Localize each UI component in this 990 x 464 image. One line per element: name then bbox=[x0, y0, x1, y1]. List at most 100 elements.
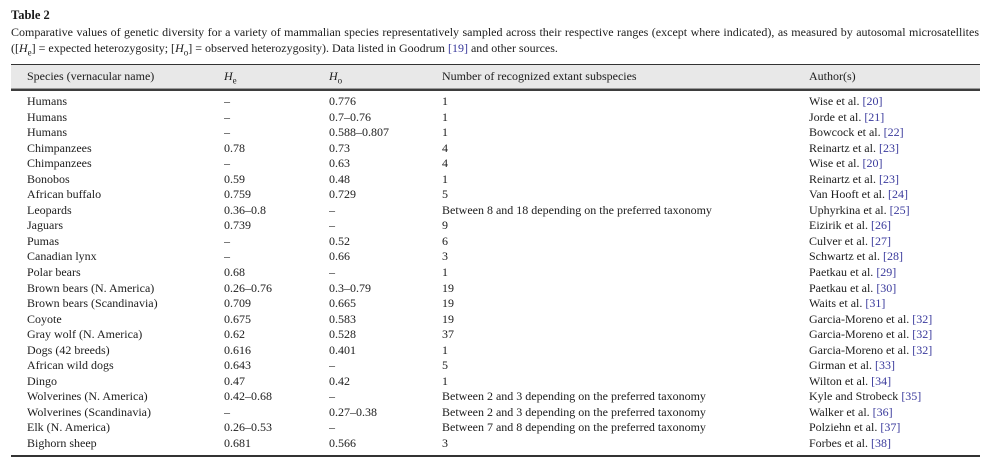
table-row: Pumas – 0.52 6 Culver et al. [27] bbox=[11, 234, 980, 250]
citation-link[interactable]: [37] bbox=[880, 420, 901, 435]
author-cell: Kyle and Strobeck [35] bbox=[809, 389, 980, 405]
citation-link[interactable]: [25] bbox=[889, 202, 910, 217]
he-cell: 0.26–0.76 bbox=[224, 280, 272, 295]
author-name: Bowcock et al. bbox=[809, 125, 881, 140]
species-cell: Humans bbox=[27, 109, 67, 124]
table-row: Gray wolf (N. America) 0.62 0.528 37 Gar… bbox=[11, 327, 980, 343]
species-cell: African wild dogs bbox=[27, 358, 114, 373]
citation-link[interactable]: [23] bbox=[878, 140, 899, 155]
citation-link[interactable]: [22] bbox=[883, 125, 904, 140]
he-symbol: H bbox=[224, 69, 233, 83]
citation-link[interactable]: [36] bbox=[872, 404, 893, 419]
ho-cell: 0.48 bbox=[329, 171, 350, 186]
citation-link[interactable]: [20] bbox=[862, 94, 883, 108]
subspecies-cell: Between 8 and 18 depending on the prefer… bbox=[442, 202, 712, 217]
citation-link[interactable]: [38] bbox=[871, 436, 891, 451]
author-name: Wilton et al. bbox=[809, 373, 869, 388]
col-header-he: He bbox=[224, 64, 329, 89]
author-cell: Garcia-Moreno et al. [32] bbox=[809, 327, 980, 343]
species-cell: Coyote bbox=[27, 311, 62, 326]
species-cell: Humans bbox=[11, 89, 224, 110]
species-cell: Brown bears (N. America) bbox=[27, 280, 155, 295]
citation-link[interactable]: [34] bbox=[871, 373, 892, 388]
citation-link[interactable]: [32] bbox=[912, 342, 933, 357]
subspecies-cell: 1 bbox=[442, 109, 448, 124]
ho-cell: 0.776 bbox=[329, 89, 442, 110]
he-cell: 0.739 bbox=[224, 218, 251, 233]
header-row: Species (vernacular name) He Ho Number o… bbox=[11, 64, 980, 89]
ho-cell: 0.42 bbox=[329, 373, 350, 388]
author-cell: Forbes et al. [38] bbox=[809, 436, 980, 457]
citation-link[interactable]: [33] bbox=[874, 358, 895, 373]
species-cell: Pumas bbox=[27, 233, 60, 248]
author-name: Kyle and Strobeck bbox=[809, 389, 899, 404]
table-row: African wild dogs 0.643 – 5 Girman et al… bbox=[11, 358, 980, 374]
table-row: Chimpanzees 0.78 0.73 4 Reinartz et al. … bbox=[11, 141, 980, 157]
col-header-ho: Ho bbox=[329, 64, 442, 89]
table-row: Chimpanzees – 0.63 4 Wise et al. [20] bbox=[11, 156, 980, 172]
citation-link[interactable]: [29] bbox=[876, 265, 897, 280]
ho-cell: 0.583 bbox=[329, 311, 356, 326]
author-cell: Van Hooft et al. [24] bbox=[809, 187, 980, 203]
citation-link[interactable]: [32] bbox=[912, 327, 933, 342]
ho-symbol: H bbox=[329, 69, 338, 83]
citation-link[interactable]: [31] bbox=[865, 296, 886, 311]
he-cell: 0.26–0.53 bbox=[224, 420, 272, 435]
he-cell: 0.681 bbox=[224, 436, 329, 457]
citation-link[interactable]: [28] bbox=[882, 249, 903, 264]
ho-cell: – bbox=[329, 389, 335, 404]
author-name: Reinartz et al. bbox=[809, 171, 876, 186]
citation-link-goodrum[interactable]: [19] bbox=[447, 40, 468, 55]
caption-part: Comparative values of genetic diversity … bbox=[11, 25, 979, 55]
author-name: Walker et al. bbox=[809, 404, 870, 419]
author-name: Reinartz et al. bbox=[809, 140, 876, 155]
author-cell: Reinartz et al. [23] bbox=[809, 172, 980, 188]
citation-link[interactable]: [35] bbox=[901, 389, 922, 404]
caption-part: ] = expected heterozygosity; [ bbox=[31, 40, 176, 55]
he-cell: – bbox=[224, 125, 230, 140]
species-cell: Wolverines (N. America) bbox=[27, 389, 148, 404]
author-cell: Garcia-Moreno et al. [32] bbox=[809, 343, 980, 359]
author-name: Wise et al. bbox=[809, 156, 860, 171]
author-cell: Polziehn et al. [37] bbox=[809, 420, 980, 436]
author-name: Polziehn et al. bbox=[809, 420, 878, 435]
he-cell: 0.62 bbox=[224, 327, 245, 342]
citation-link[interactable]: [21] bbox=[864, 109, 885, 124]
species-cell: Bighorn sheep bbox=[11, 436, 224, 457]
table-row: Wolverines (N. America) 0.42–0.68 – Betw… bbox=[11, 389, 980, 405]
ho-cell: 0.588–0.807 bbox=[329, 125, 389, 140]
he-cell: 0.47 bbox=[224, 373, 245, 388]
author-cell: Wilton et al. [34] bbox=[809, 374, 980, 390]
subspecies-cell: 37 bbox=[442, 327, 454, 342]
subspecies-cell: 4 bbox=[442, 156, 448, 171]
author-cell: Wise et al. [20] bbox=[809, 89, 980, 110]
subspecies-cell: 1 bbox=[442, 373, 448, 388]
he-cell: – bbox=[224, 233, 230, 248]
author-name: Paetkau et al. bbox=[809, 280, 874, 295]
table-row: Humans – 0.588–0.807 1 Bowcock et al. [2… bbox=[11, 125, 980, 141]
he-cell: 0.759 bbox=[224, 187, 251, 202]
he-cell: 0.643 bbox=[224, 358, 251, 373]
author-name: Culver et al. bbox=[809, 233, 868, 248]
citation-link[interactable]: [20] bbox=[862, 156, 883, 171]
species-cell: Chimpanzees bbox=[27, 156, 92, 171]
table-row: Dogs (42 breeds) 0.616 0.401 1 Garcia-Mo… bbox=[11, 343, 980, 359]
author-cell: Bowcock et al. [22] bbox=[809, 125, 980, 141]
subspecies-cell: 1 bbox=[442, 125, 448, 140]
citation-link[interactable]: [27] bbox=[870, 233, 891, 248]
citation-link[interactable]: [26] bbox=[870, 218, 891, 233]
citation-link[interactable]: [32] bbox=[912, 311, 933, 326]
ho-cell: 0.63 bbox=[329, 156, 350, 171]
author-name: Garcia-Moreno et al. bbox=[809, 342, 910, 357]
table-row: Elk (N. America) 0.26–0.53 – Between 7 a… bbox=[11, 420, 980, 436]
col-header-authors: Author(s) bbox=[809, 64, 980, 89]
ho-cell: 0.528 bbox=[329, 327, 356, 342]
citation-link[interactable]: [23] bbox=[878, 171, 899, 186]
author-cell: Uphyrkina et al. [25] bbox=[809, 203, 980, 219]
table-row: Bighorn sheep 0.681 0.566 3 Forbes et al… bbox=[11, 436, 980, 457]
subspecies-cell: 1 bbox=[442, 342, 448, 357]
species-cell: Chimpanzees bbox=[27, 140, 92, 155]
author-name: Garcia-Moreno et al. bbox=[809, 311, 910, 326]
citation-link[interactable]: [24] bbox=[887, 187, 908, 202]
citation-link[interactable]: [30] bbox=[876, 280, 897, 295]
